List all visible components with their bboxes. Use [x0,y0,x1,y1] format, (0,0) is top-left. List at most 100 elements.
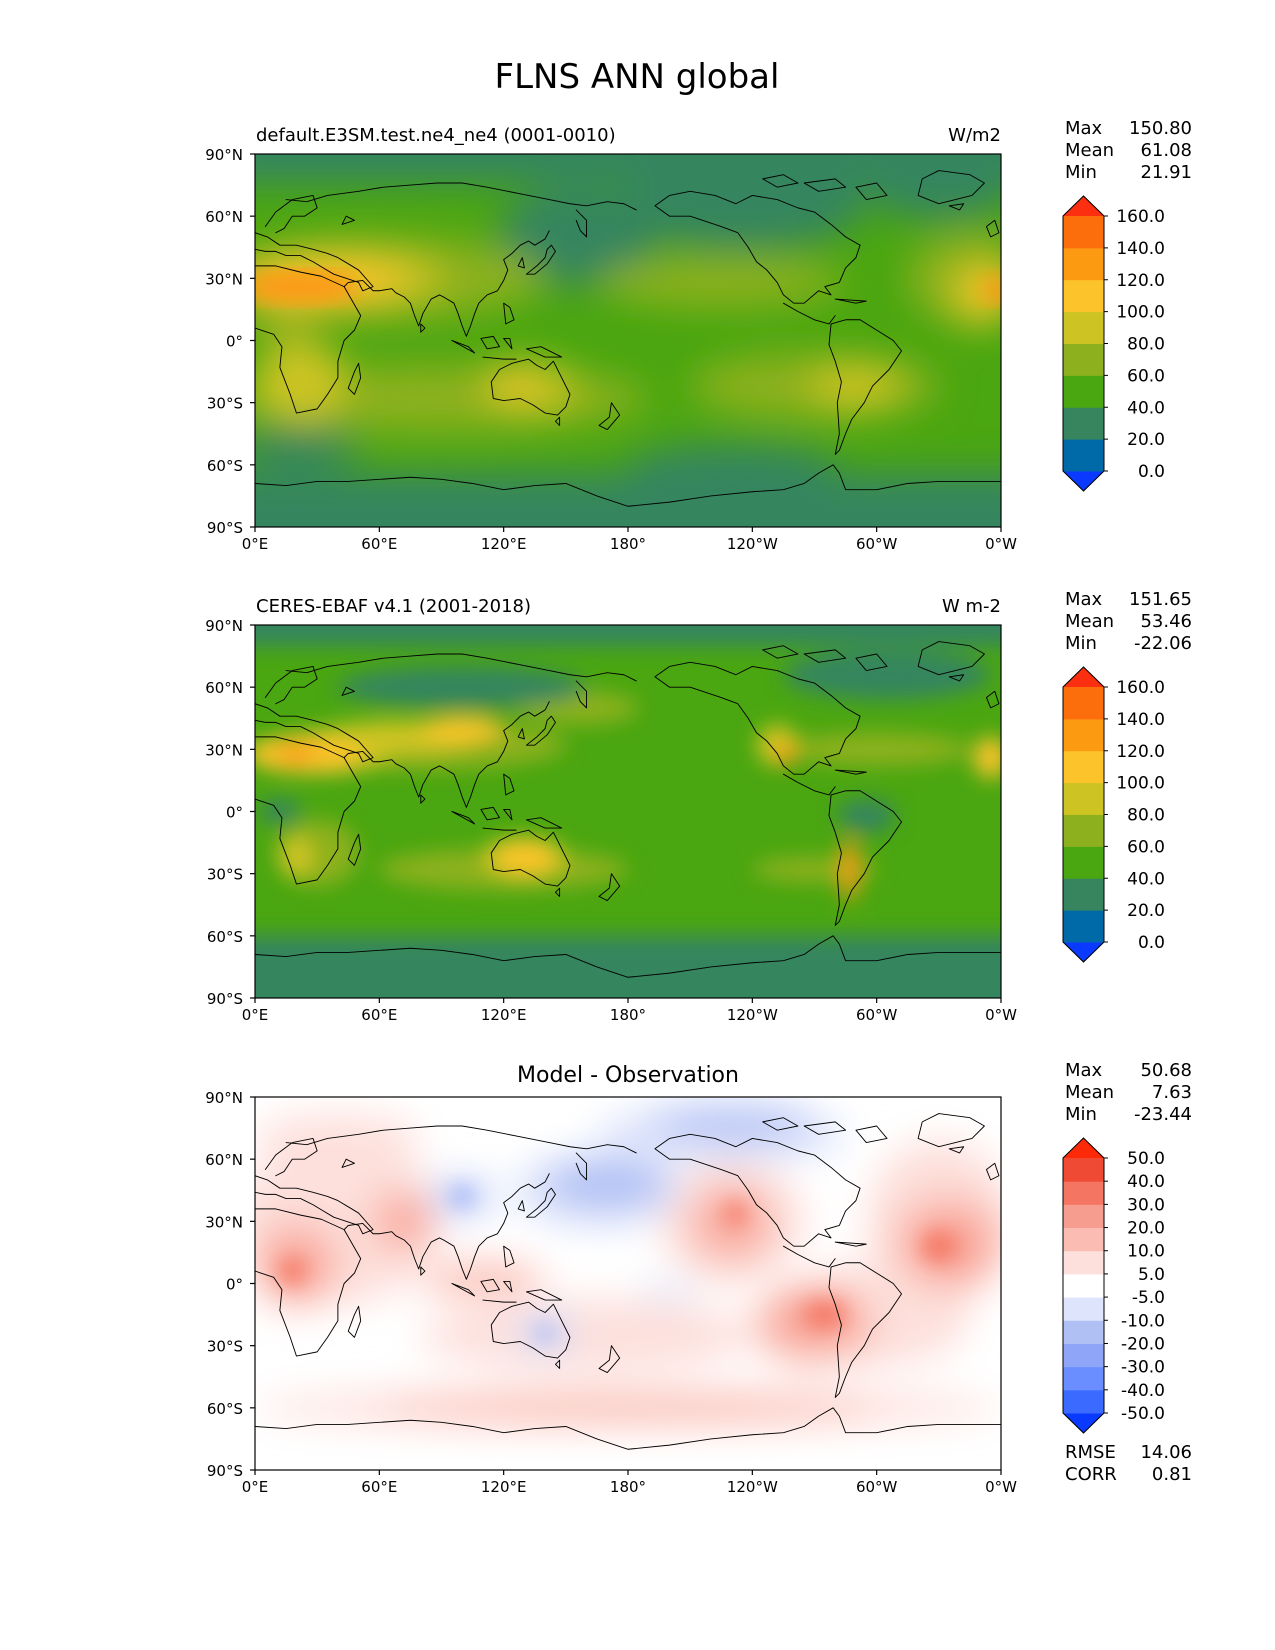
colorbar-bin [1063,311,1104,344]
colorbar-bin [1063,878,1104,911]
lon-tick-label: 180° [610,1478,646,1496]
panel-diff-center-title: Model - Observation [517,1063,739,1088]
lon-tick-label: 60°W [856,1478,898,1496]
colorbar-label: -10.0 [1121,1311,1165,1331]
lat-tick-label: 90°S [207,519,243,537]
colorbar-label: 160.0 [1116,678,1165,698]
lon-tick-label: 60°W [856,1006,898,1024]
panel-diff-colorbar: -50.0 -40.0 -30.0 -20.0 -10.0 -5.0 5.0 10.0 20.0… [1062,1137,1165,1434]
colorbar-label: 20.0 [1127,1219,1165,1239]
panel-test-axes: 90°N 60°N 30°N 0° 30°S 60°S 90°S0°E 60°E 120°E 18… [205,146,1017,553]
stat-value: 21.91 [1140,162,1192,183]
colorbar-bin [1063,1366,1104,1391]
colorbar-extend-max [1063,667,1104,687]
stat-value: -23.44 [1134,1104,1192,1125]
colorbar-extend-min [1063,1413,1104,1433]
colorbar-label: 140.0 [1116,239,1165,259]
lat-tick-label: 30°N [205,270,243,288]
lat-tick-label: 30°S [207,1338,243,1356]
lon-tick-label: 60°E [361,535,397,553]
panel-test-left-title: default.E3SM.test.ne4_ne4 (0001-0010) [256,125,616,146]
stat-label: Min [1065,1104,1097,1125]
panel-diff-axes: 90°N 60°N 30°N 0° 30°S 60°S 90°S0°E 60°E 120°E 18… [205,1089,1017,1496]
colorbar-label: 80.0 [1127,806,1165,826]
panel-reference-colorbar: 0.0 20.0 40.0 60.0 80.0 100.0 120.0 140.0 160.0 [1062,666,1165,963]
panel-diff: Model - Observation [205,1060,1192,1496]
colorbar-bin [1063,279,1104,313]
colorbar-bin [1063,910,1104,943]
colorbar-bin [1063,1343,1104,1368]
colorbar-label: -40.0 [1121,1381,1165,1401]
lat-tick-label: 90°S [207,1462,243,1480]
colorbar-extend-min [1063,471,1104,491]
lat-tick-label: 30°N [205,741,243,759]
colorbar-label: 30.0 [1127,1195,1165,1215]
panel-diff-map [255,1097,1001,1470]
figure-title: FLNS ANN global [495,57,780,97]
panel-test-colorbar: 0.0 20.0 40.0 60.0 80.0 100.0 120.0 140.0 160.0 [1062,195,1165,492]
lon-tick-label: 120°E [481,1006,527,1024]
stat-label: Max [1065,118,1103,139]
lon-tick-label: 180° [610,1006,646,1024]
stat-value: 53.46 [1140,611,1192,632]
lat-tick-label: 30°S [207,395,243,413]
colorbar-label: 40.0 [1127,398,1165,418]
lat-tick-label: 90°N [205,146,243,164]
stat-label: Min [1065,162,1097,183]
lat-tick-label: 60°N [205,1151,243,1169]
colorbar-bin [1063,718,1104,752]
lon-tick-label: 0°W [985,1006,1017,1024]
colorbar-label: 60.0 [1127,837,1165,857]
colorbar-label: 120.0 [1116,271,1165,291]
lat-tick-label: 60°S [207,928,243,946]
colorbar-bin [1063,814,1104,847]
colorbar-bin [1063,247,1104,281]
lat-tick-label: 90°S [207,990,243,1008]
colorbar-label: 120.0 [1116,742,1165,762]
lon-tick-label: 60°E [361,1006,397,1024]
stat-label: Mean [1065,611,1114,632]
footer-label: RMSE [1065,1442,1116,1463]
colorbar-bin [1063,1181,1104,1205]
colorbar-bin [1063,782,1104,815]
lon-tick-label: 120°W [727,1006,778,1024]
panel-reference-axes: 90°N 60°N 30°N 0° 30°S 60°S 90°S0°E 60°E 120°E 18… [205,617,1017,1024]
colorbar-bin [1063,375,1104,408]
lat-tick-label: 60°N [205,679,243,697]
colorbar-label: 40.0 [1127,1172,1165,1192]
colorbar-bin [1063,846,1104,879]
colorbar-extend-min [1063,942,1104,962]
colorbar-label: 10.0 [1127,1242,1165,1262]
lat-tick-label: 30°N [205,1213,243,1231]
colorbar-bin [1063,1204,1104,1229]
colorbar-label: -5.0 [1132,1288,1165,1308]
colorbar-label: 160.0 [1116,207,1165,227]
panel-reference-stats: Max 151.65 Mean 53.46 Min -22.06 [1065,589,1192,654]
stat-value: 61.08 [1140,140,1192,161]
panel-test-units: W/m2 [948,125,1001,146]
lat-tick-label: 90°N [205,617,243,635]
colorbar-bin [1063,1320,1104,1344]
colorbar-extend-max [1063,196,1104,216]
colorbar-bin [1063,1158,1104,1182]
colorbar-label: 100.0 [1116,303,1165,323]
colorbar-label: -30.0 [1121,1358,1165,1378]
lat-tick-label: 30°S [207,866,243,884]
footer-value: 14.06 [1140,1442,1192,1463]
panel-test: default.E3SM.test.ne4_ne4 (0001-0010) W/… [205,118,1192,553]
colorbar-bin [1063,1273,1104,1298]
panel-diff-stats: Max 50.68 Mean 7.63 Min -23.44 [1065,1060,1192,1125]
stat-label: Mean [1065,140,1114,161]
panel-diff-footer: RMSE 14.06 CORR 0.81 [1065,1442,1192,1485]
lon-tick-label: 0°W [985,1478,1017,1496]
footer-label: CORR [1065,1464,1117,1485]
lon-tick-label: 0°W [985,535,1017,553]
lon-tick-label: 60°E [361,1478,397,1496]
lat-tick-label: 60°S [207,457,243,475]
stat-value: -22.06 [1134,633,1192,654]
footer-value: 0.81 [1152,1464,1192,1485]
colorbar-bin [1063,1250,1104,1275]
lat-tick-label: 0° [226,804,243,822]
lon-tick-label: 0°E [242,1006,269,1024]
